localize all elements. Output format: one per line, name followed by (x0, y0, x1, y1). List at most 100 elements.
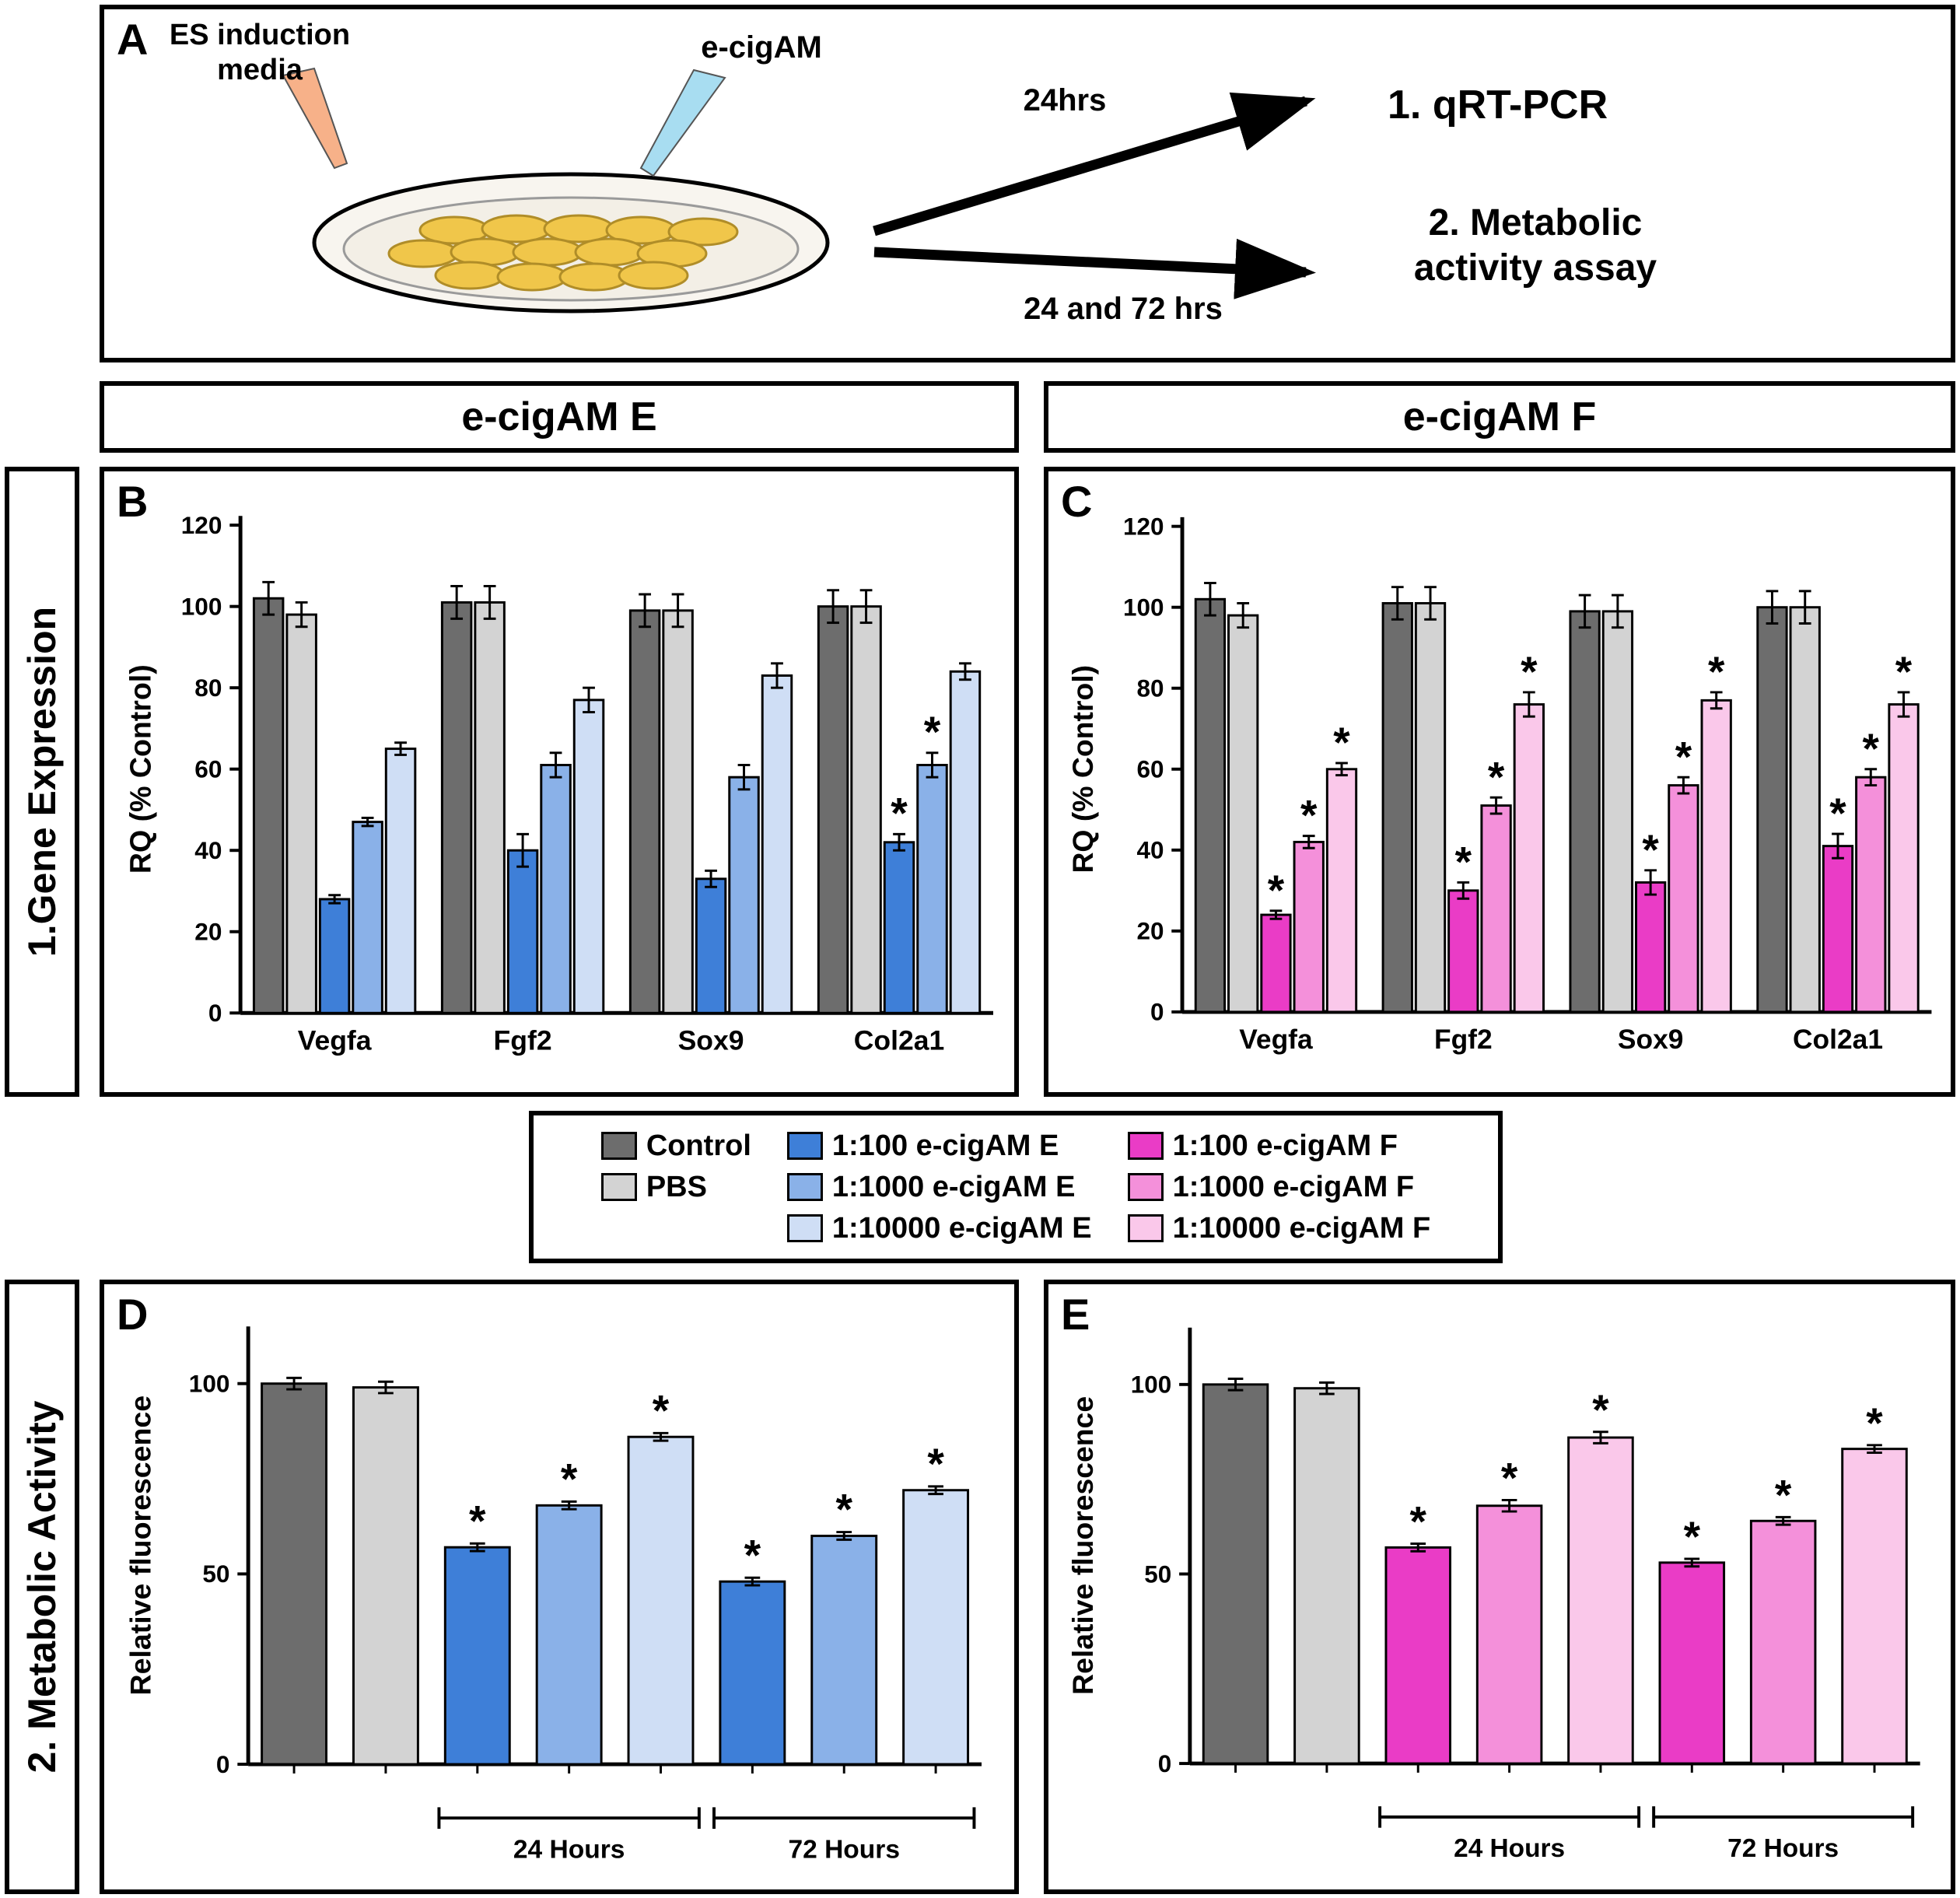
legend-label: 1:100 e-cigAM F (1172, 1129, 1398, 1162)
arrow-top (873, 92, 1316, 236)
qrtpcr-label: 1. qRT-PCR (1388, 82, 1608, 128)
group-bracket-label: 72 Hours (1727, 1834, 1839, 1863)
bar (1635, 881, 1667, 1014)
bar (1841, 1448, 1908, 1765)
pipette-ecigam-icon (639, 68, 726, 177)
y-axis-title: RQ (% Control) (124, 664, 157, 874)
panel-e-letter: E (1061, 1290, 1090, 1339)
bar (1384, 1546, 1452, 1765)
bar (1601, 610, 1634, 1014)
bar (1447, 889, 1479, 1014)
panel-a-box: A (100, 5, 1955, 362)
legend-item: 1:100 e-cigAM F (1127, 1129, 1431, 1163)
side-label-gene-expression: 1.Gene Expression (20, 606, 64, 958)
significance-asterisk: * (1592, 1385, 1609, 1434)
significance-asterisk: * (561, 1455, 578, 1504)
y-tick-label: 100 (181, 593, 222, 621)
bar (1325, 768, 1358, 1014)
pipette-es-media-icon (282, 67, 348, 170)
bar (252, 597, 285, 1014)
significance-asterisk: * (927, 1440, 944, 1488)
bar (1227, 614, 1259, 1014)
legend-label: 1:1000 e-cigAM F (1172, 1170, 1415, 1203)
legend-item: 1:100 e-cigAM E (786, 1129, 1092, 1163)
y-tick-label: 120 (1123, 513, 1164, 540)
bar (285, 613, 317, 1014)
y-tick-label: 20 (1136, 918, 1164, 945)
significance-asterisk: * (1863, 724, 1880, 772)
y-tick-label: 100 (189, 1370, 230, 1398)
significance-asterisk: * (1410, 1497, 1427, 1546)
y-tick-label: 80 (194, 674, 222, 702)
legend-column: 1:100 e-cigAM F 1:1000 e-cigAM F 1:10000 e… (1127, 1129, 1431, 1245)
group-bracket-label: 24 Hours (1454, 1834, 1565, 1863)
legend-swatch (600, 1132, 637, 1160)
metabolic-assay-label-line1: 2. Metabolic (1429, 202, 1643, 243)
header-ecigam-f: e-cigAM F (1044, 381, 1955, 453)
significance-asterisk: * (1268, 866, 1285, 914)
y-tick-label: 50 (1144, 1560, 1171, 1588)
bar (352, 1386, 419, 1766)
bar (440, 601, 473, 1014)
significance-asterisk: * (469, 1497, 486, 1545)
significance-asterisk: * (1300, 791, 1318, 839)
side-label-gene-expression-box: 1.Gene Expression (5, 467, 79, 1097)
y-tick-label: 60 (194, 755, 222, 783)
bar (535, 1504, 603, 1766)
category-label: Col2a1 (1793, 1024, 1883, 1055)
legend-item: 1:1000 e-cigAM F (1127, 1170, 1431, 1204)
bar (1855, 776, 1887, 1014)
metabolic-assay-label-line2: activity assay (1414, 247, 1657, 289)
legend-box: Control PBS 1:100 e-cigAM E 1:1000 e-cigAM … (529, 1111, 1503, 1263)
significance-asterisk: * (1675, 732, 1692, 780)
y-tick-label: 0 (1158, 1750, 1171, 1777)
bar (352, 821, 383, 1014)
header-ecigam-f-label: e-cigAM F (1402, 394, 1597, 439)
bar (1658, 1561, 1726, 1765)
panel-a-letter: A (117, 15, 149, 64)
y-tick-label: 100 (1123, 594, 1164, 622)
legend-swatch (786, 1214, 823, 1242)
significance-asterisk: * (1642, 825, 1659, 874)
significance-asterisk: * (744, 1531, 761, 1579)
legend-item: 1:10000 e-cigAM F (1127, 1211, 1431, 1245)
legend-label: 1:10000 e-cigAM F (1172, 1211, 1431, 1245)
arrow-bottom (873, 238, 1316, 299)
legend-label: 1:100 e-cigAM E (831, 1129, 1059, 1162)
bar (1756, 606, 1788, 1014)
bar (810, 1534, 878, 1766)
y-tick-label: 40 (1136, 837, 1164, 864)
significance-asterisk: * (1775, 1471, 1792, 1519)
bar (1822, 845, 1854, 1014)
panel-c-box: C 0 20 40 60 80 100 120 RQ (% Control) Vegfa * * * F… (1044, 467, 1955, 1097)
significance-asterisk: * (891, 789, 908, 837)
category-label: Vegfa (1239, 1024, 1313, 1055)
arrow-bottom-label: 24 and 72 hrs (1024, 292, 1223, 326)
bar (761, 674, 793, 1014)
bar (916, 763, 948, 1014)
bar (1789, 606, 1821, 1014)
header-ecigam-e-label: e-cigAM E (461, 394, 657, 439)
bar (662, 609, 694, 1014)
legend-swatch (1127, 1173, 1164, 1201)
category-label: Vegfa (298, 1025, 372, 1056)
bar (1475, 1504, 1543, 1765)
significance-asterisk: * (1521, 647, 1538, 695)
bar (628, 609, 661, 1014)
significance-asterisk: * (1829, 789, 1846, 837)
legend-column: 1:100 e-cigAM E 1:1000 e-cigAM E 1:10000 e… (786, 1129, 1092, 1245)
panel-e-box: E 0 50 100 Relative fluorescence * * * * * * 24 Ho… (1044, 1280, 1955, 1894)
significance-asterisk: * (1333, 718, 1350, 766)
bar (883, 841, 915, 1014)
bar (1569, 610, 1601, 1014)
significance-asterisk: * (835, 1486, 852, 1534)
panel-d-box: D 0 50 100 Relative fluorescence * * * * * * 24 Ho… (100, 1280, 1019, 1894)
y-tick-label: 120 (181, 511, 222, 539)
significance-asterisk: * (1866, 1399, 1883, 1447)
bar (1293, 1387, 1360, 1765)
bar (719, 1580, 786, 1766)
panel-b-letter: B (117, 477, 149, 526)
bar (1567, 1436, 1634, 1765)
legend-item: 1:1000 e-cigAM E (786, 1171, 1092, 1204)
bar (902, 1489, 970, 1766)
